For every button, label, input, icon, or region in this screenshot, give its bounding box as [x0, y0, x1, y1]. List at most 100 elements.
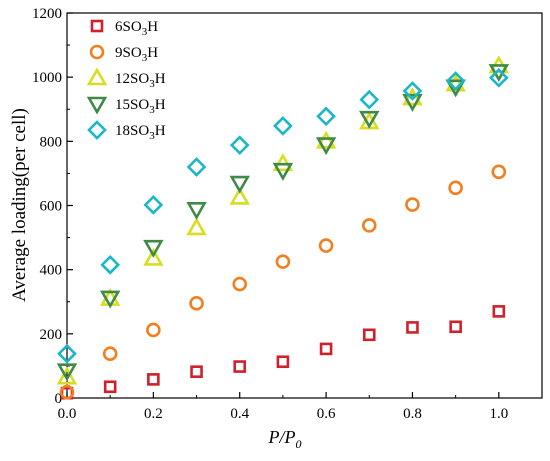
- legend-item: 18SO3H: [87, 120, 166, 142]
- x-tick-label: 0.8: [403, 406, 422, 422]
- legend-label-text: 18SO: [115, 123, 149, 139]
- y-tick-label: 200: [40, 327, 63, 343]
- x-axis-label: P/P0: [268, 427, 302, 451]
- data-point: [488, 67, 509, 88]
- data-point: [448, 180, 463, 196]
- legend-label: 15SO3H: [115, 97, 166, 116]
- data-point: [316, 106, 336, 127]
- y-tick-label: 0: [55, 391, 63, 407]
- legend-label-subscript: 3: [142, 26, 148, 38]
- data-point: [491, 164, 507, 180]
- data-point: [56, 366, 78, 385]
- data-point: [315, 130, 337, 149]
- data-point: [186, 157, 207, 177]
- legend-label-subscript: 3: [149, 130, 155, 142]
- data-point: [449, 320, 462, 334]
- legend-item: 12SO3H: [86, 67, 166, 90]
- data-point: [56, 363, 78, 382]
- legend-label: 18SO3H: [115, 123, 166, 142]
- legend-item: 9SO3H: [89, 44, 158, 64]
- data-point: [362, 328, 376, 342]
- data-point: [99, 290, 121, 309]
- data-point: [103, 380, 117, 394]
- data-point: [272, 162, 294, 181]
- series-6SO3H: [60, 305, 506, 400]
- data-point: [402, 81, 423, 101]
- data-point: [57, 343, 77, 364]
- data-point: [186, 217, 207, 236]
- x-tick-label: 1.0: [489, 406, 508, 422]
- data-point: [319, 342, 333, 356]
- data-point: [402, 87, 423, 106]
- y-axis-label: Average loading(per cell): [9, 108, 30, 302]
- data-point: [272, 153, 294, 172]
- data-point: [276, 355, 290, 369]
- x-tick-label: 0.2: [144, 406, 163, 422]
- legend-label: 9SO3H: [115, 45, 158, 64]
- data-point: [189, 296, 204, 311]
- data-point: [229, 186, 250, 205]
- data-point: [147, 373, 160, 386]
- data-point: [406, 321, 419, 334]
- data-point: [100, 255, 121, 275]
- y-tick-label: 400: [40, 263, 63, 279]
- legend-label-text: 6SO: [115, 19, 142, 35]
- legend-marker: [86, 67, 108, 86]
- data-point: [492, 305, 506, 318]
- legend-label: 6SO3H: [115, 19, 158, 38]
- data-point: [318, 238, 334, 253]
- data-point: [146, 322, 161, 338]
- y-tick-label: 600: [40, 199, 63, 215]
- data-point: [186, 202, 207, 220]
- data-point: [143, 239, 164, 258]
- legend-label-suffix: H: [155, 97, 166, 113]
- legend-item: 15SO3H: [86, 96, 166, 116]
- data-point: [143, 195, 164, 215]
- legend-marker: [90, 19, 104, 33]
- legend-marker: [86, 96, 108, 115]
- x-tick-label: 0.6: [317, 406, 336, 422]
- y-tick-label: 800: [40, 134, 63, 150]
- data-point: [233, 360, 247, 373]
- data-point: [273, 116, 293, 136]
- legend-label-text: 15SO: [115, 97, 149, 113]
- legend-marker: [89, 44, 105, 60]
- y-tick-label: 1200: [32, 6, 62, 22]
- legend-label-suffix: H: [147, 19, 158, 35]
- x-tick-label: 0.0: [58, 406, 77, 422]
- data-point: [59, 384, 75, 400]
- legend-label-text: 12SO: [115, 71, 149, 87]
- x-axis-label-main: P/P: [268, 427, 296, 447]
- data-point: [445, 79, 466, 98]
- data-point: [361, 218, 377, 233]
- data-point: [402, 93, 423, 112]
- data-point: [232, 276, 248, 292]
- data-point: [405, 197, 420, 212]
- data-point: [229, 135, 250, 156]
- data-point: [359, 110, 380, 129]
- x-axis: 0.0 0.2 0.4 0.6 0.8 1.0: [58, 392, 543, 422]
- legend-label-suffix: H: [147, 45, 158, 61]
- legend-label-subscript: 3: [142, 52, 148, 64]
- x-axis-label-subscript: 0: [296, 437, 302, 451]
- series-18SO3H: [57, 67, 509, 364]
- series-9SO3H: [59, 164, 507, 400]
- data-point: [143, 247, 164, 266]
- data-point: [445, 71, 466, 91]
- y-tick-label: 1000: [32, 70, 62, 86]
- legend-marker: [87, 120, 107, 140]
- x-tick-label: 0.4: [230, 406, 249, 422]
- data-point: [102, 346, 118, 362]
- data-point: [275, 254, 291, 269]
- legend-label: 12SO3H: [115, 71, 166, 90]
- data-point: [190, 365, 203, 378]
- legend-label-subscript: 3: [149, 104, 155, 116]
- series-15SO3H: [56, 64, 510, 382]
- data-point: [359, 89, 380, 110]
- legend-label-suffix: H: [155, 123, 166, 139]
- data-points: [56, 55, 510, 400]
- legend-label-text: 9SO: [115, 45, 142, 61]
- legend-label-subscript: 3: [149, 78, 155, 90]
